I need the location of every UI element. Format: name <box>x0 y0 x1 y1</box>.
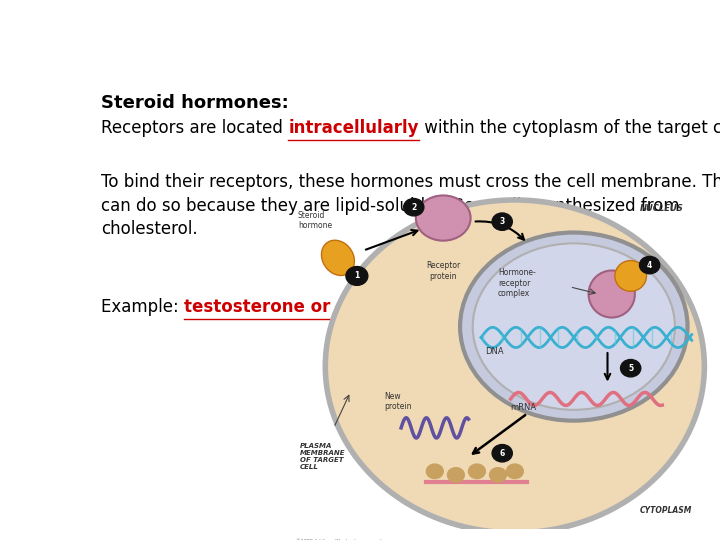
Text: 2: 2 <box>411 202 416 212</box>
Ellipse shape <box>325 200 704 533</box>
Circle shape <box>404 199 424 216</box>
Text: 4: 4 <box>647 261 652 269</box>
Text: NUCLEUS: NUCLEUS <box>639 204 683 213</box>
Ellipse shape <box>588 271 635 318</box>
Text: DNA: DNA <box>485 347 504 356</box>
Text: intracellularly: intracellularly <box>288 119 419 137</box>
Text: Receptor
protein: Receptor protein <box>426 261 460 281</box>
Circle shape <box>447 468 464 482</box>
Ellipse shape <box>321 240 354 275</box>
Text: Receptors are located: Receptors are located <box>101 119 288 137</box>
Circle shape <box>639 256 660 274</box>
Ellipse shape <box>473 244 675 410</box>
Text: 6: 6 <box>500 449 505 458</box>
Ellipse shape <box>615 261 647 291</box>
Ellipse shape <box>460 233 688 421</box>
Text: testosterone or cortisol: testosterone or cortisol <box>184 298 407 316</box>
Circle shape <box>621 360 641 377</box>
Text: mRNA: mRNA <box>510 403 536 412</box>
Text: 3: 3 <box>500 217 505 226</box>
Text: Example:: Example: <box>101 298 184 316</box>
Ellipse shape <box>416 195 471 241</box>
Text: Hormone-
receptor
complex: Hormone- receptor complex <box>498 268 536 298</box>
Circle shape <box>492 444 513 462</box>
Circle shape <box>346 267 368 285</box>
Text: within the cytoplasm of the target cell.: within the cytoplasm of the target cell. <box>419 119 720 137</box>
Circle shape <box>490 468 506 482</box>
Text: ©1999 Addison Wesley Longman, Inc: ©1999 Addison Wesley Longman, Inc <box>296 538 387 540</box>
Text: To bind their receptors, these hormones must cross the cell membrane. They
can d: To bind their receptors, these hormones … <box>101 173 720 238</box>
Text: New
protein: New protein <box>384 392 412 411</box>
Text: Steroid hormones:: Steroid hormones: <box>101 94 289 112</box>
Circle shape <box>506 464 523 478</box>
Text: 1: 1 <box>354 272 359 280</box>
Text: Steroid
hormone: Steroid hormone <box>298 211 332 230</box>
Text: 5: 5 <box>628 364 633 373</box>
Text: PLASMA
MEMBRANE
OF TARGET
CELL: PLASMA MEMBRANE OF TARGET CELL <box>300 443 346 470</box>
Text: CYTOPLASM: CYTOPLASM <box>639 506 692 515</box>
Circle shape <box>426 464 444 478</box>
Circle shape <box>492 213 513 231</box>
Circle shape <box>469 464 485 478</box>
